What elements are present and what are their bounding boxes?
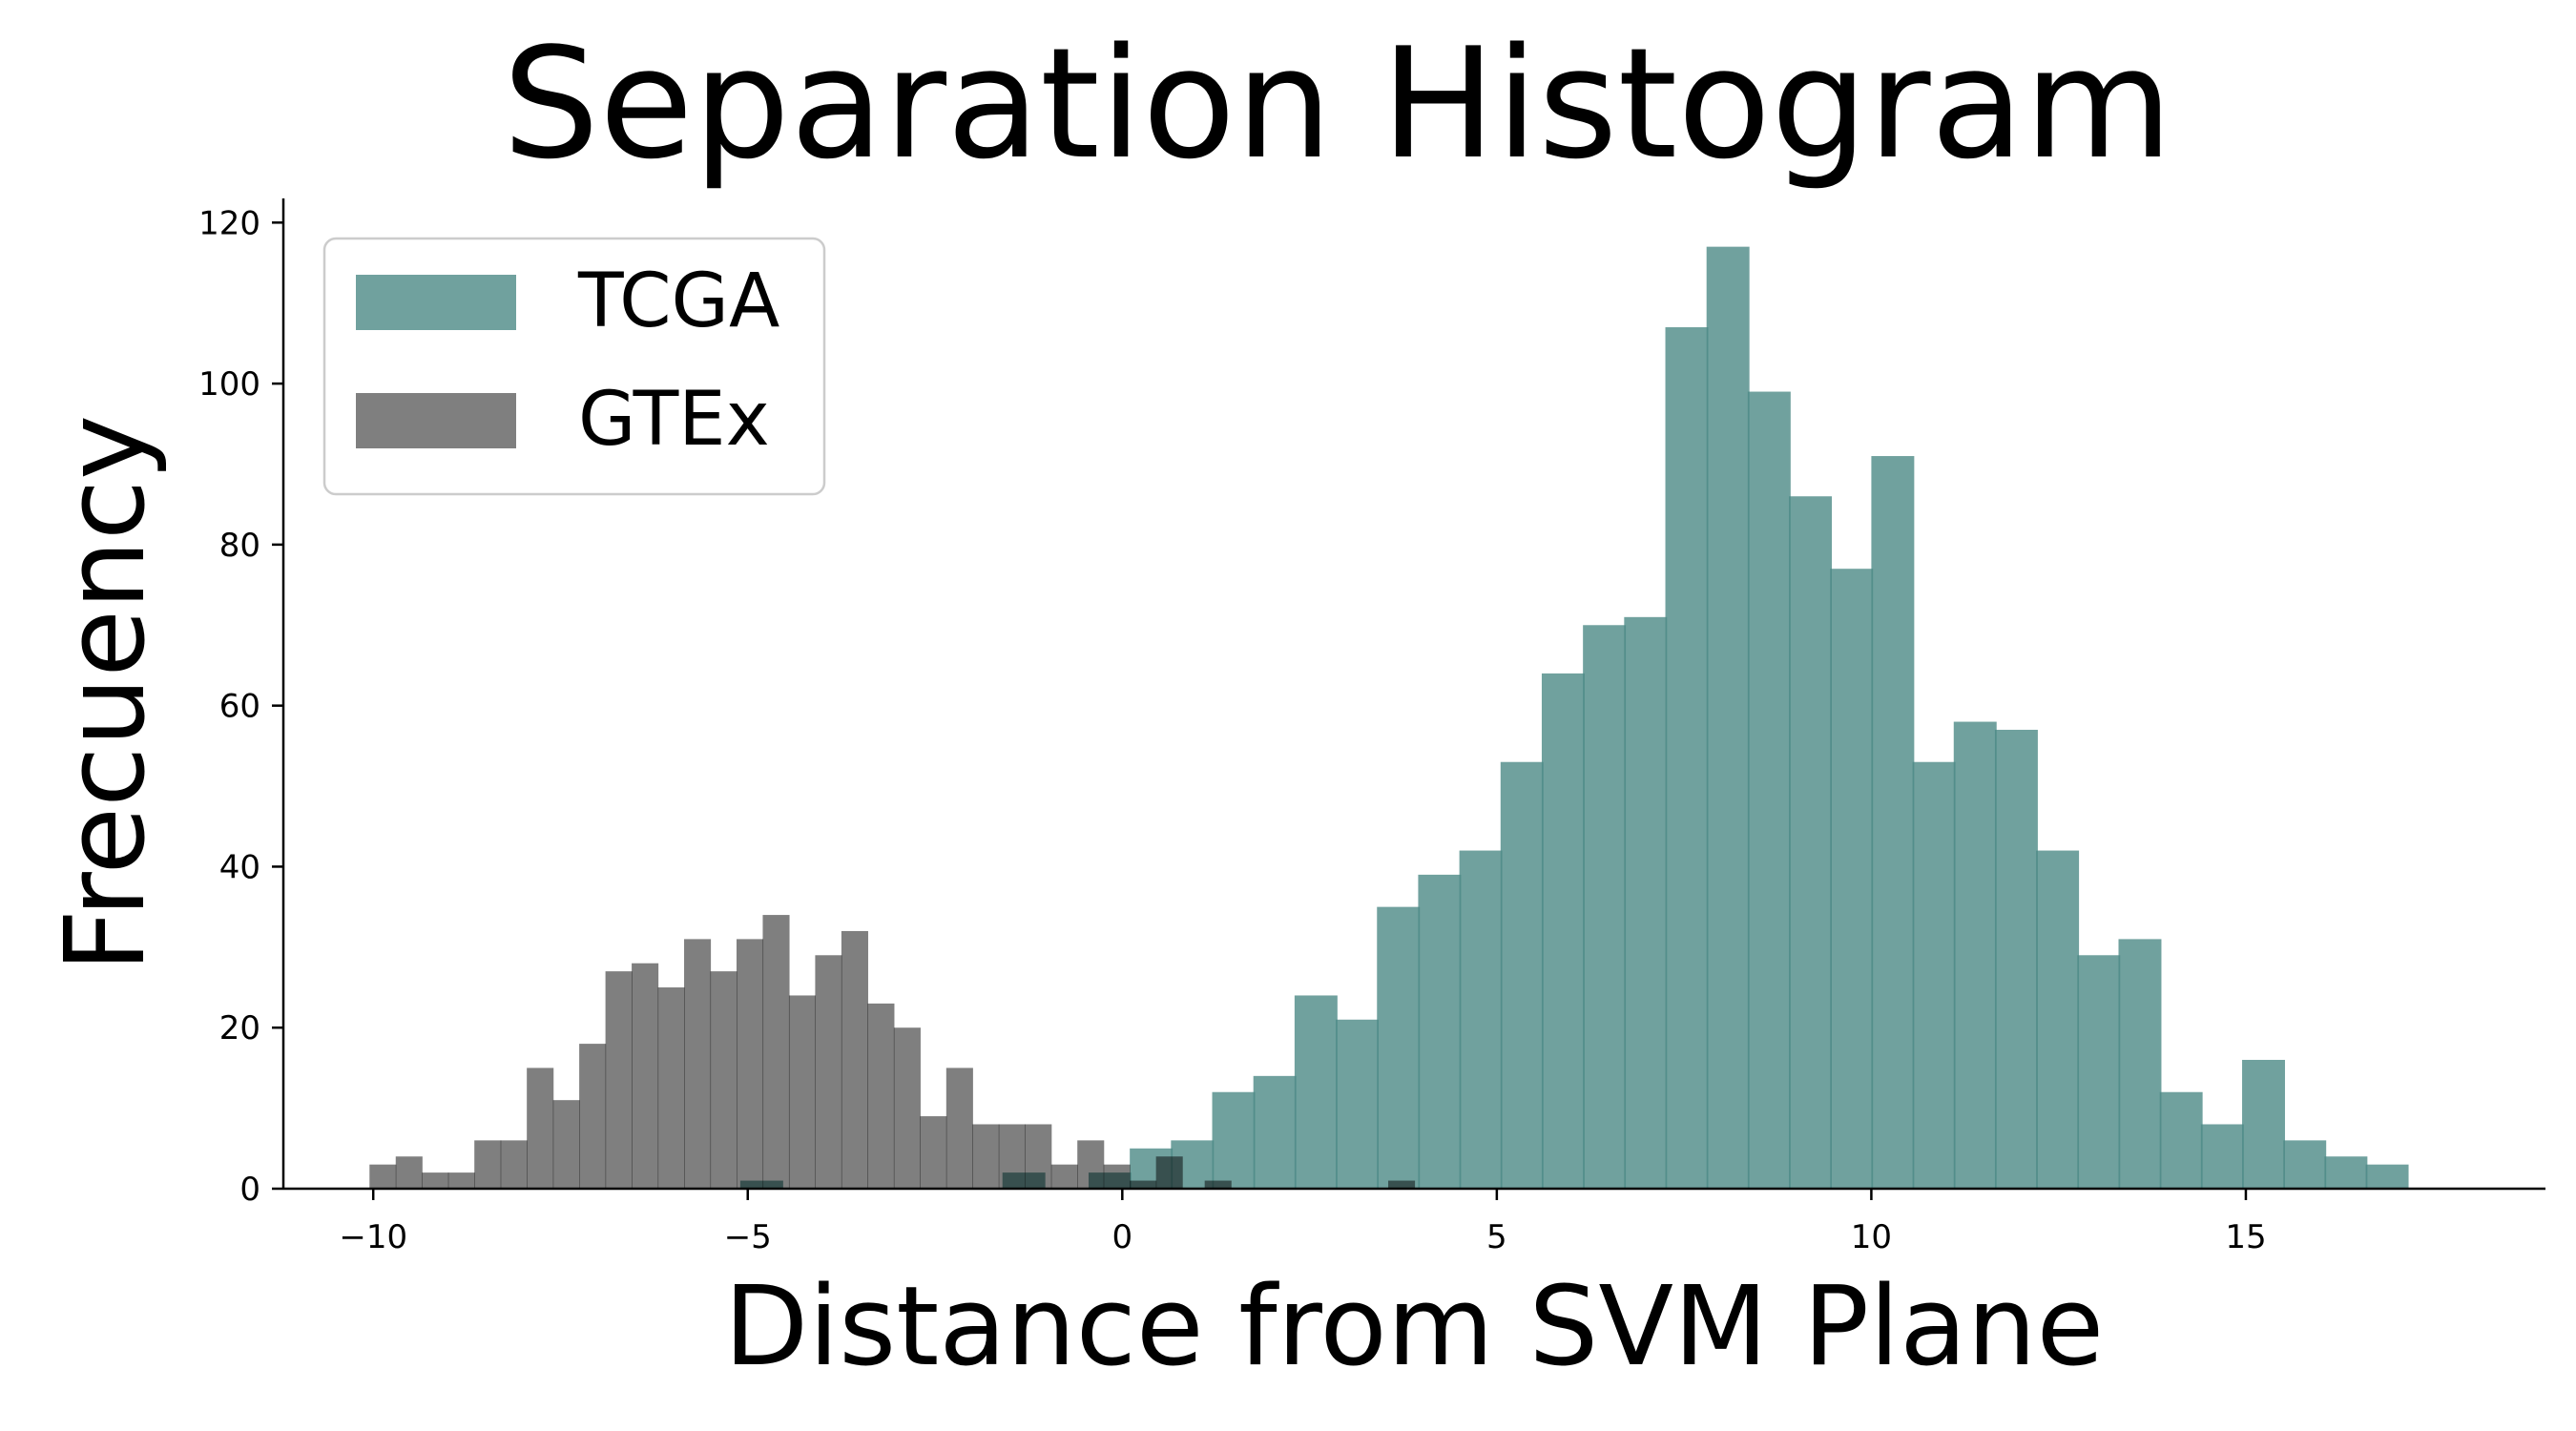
tcga-bar [1377, 906, 1421, 1189]
tcga-bar [1336, 1019, 1380, 1189]
tcga-bar [1418, 874, 1462, 1189]
y-tick-label: 40 [219, 848, 260, 886]
gtex-bar [527, 1068, 554, 1189]
x-tick-label: −5 [724, 1218, 772, 1256]
tcga-bar [2200, 1124, 2244, 1189]
tcga-bar [1912, 761, 1956, 1189]
y-tick-label: 60 [219, 688, 260, 726]
tcga-bars [739, 246, 2409, 1189]
tcga-bar [2324, 1156, 2368, 1189]
gtex-bar [422, 1172, 449, 1189]
gtex-bar [893, 1027, 921, 1189]
tcga-bar [1830, 569, 1874, 1189]
gtex-bar [788, 995, 817, 1189]
tcga-bar [1624, 616, 1668, 1189]
legend-swatch-tcga [356, 275, 516, 330]
y-tick-label: 20 [219, 1009, 260, 1047]
tcga-bar [1665, 327, 1709, 1189]
y-tick-label: 100 [198, 365, 260, 404]
tcga-bar [2242, 1059, 2285, 1189]
legend-label-gtex: GTEx [578, 377, 770, 463]
gtex-bar [1130, 1180, 1157, 1189]
gtex-bar [1025, 1124, 1052, 1189]
tcga-bar [2283, 1140, 2327, 1189]
y-tick-label: 0 [239, 1171, 260, 1209]
gtex-bar [684, 939, 712, 1189]
gtex-bar [657, 987, 685, 1189]
x-tick-label: −10 [339, 1218, 407, 1256]
legend-label-tcga: TCGA [577, 259, 779, 344]
tcga-bar [1459, 850, 1503, 1189]
tcga-bar [2159, 1091, 2203, 1189]
x-tick-label: 5 [1486, 1218, 1507, 1256]
tcga-bar [2036, 850, 2080, 1189]
gtex-bar [474, 1140, 502, 1189]
gtex-bars [369, 915, 1416, 1189]
gtex-bar [972, 1124, 1000, 1189]
tcga-bar [1500, 761, 1544, 1189]
tcga-bar [2365, 1164, 2409, 1189]
gtex-bar [867, 1003, 895, 1189]
tcga-bar [1747, 391, 1791, 1189]
gtex-bar [1155, 1156, 1183, 1189]
gtex-bar [815, 955, 842, 1189]
tcga-bar [1994, 729, 2038, 1189]
tcga-bar [1953, 721, 1997, 1189]
x-axis-label: Distance from SVM Plane [724, 1263, 2104, 1391]
y-axis-label: Frecuency [42, 415, 170, 972]
x-tick-label: 10 [1851, 1218, 1892, 1256]
legend-swatch-gtex [356, 393, 516, 448]
y-tick-label: 80 [219, 527, 260, 565]
x-ticks: −10 −5 0 5 10 15 [339, 1189, 2267, 1256]
tcga-bar [1871, 456, 1915, 1189]
gtex-bar [945, 1068, 973, 1189]
tcga-bar [2118, 939, 2162, 1189]
gtex-bar [1103, 1164, 1131, 1189]
gtex-bar [710, 971, 737, 1189]
gtex-bar [736, 939, 764, 1189]
tcga-bar [1253, 1075, 1297, 1189]
gtex-bar [1050, 1164, 1078, 1189]
tcga-bar [1541, 673, 1585, 1189]
tcga-bar [2077, 955, 2121, 1189]
tcga-bar [1212, 1091, 1256, 1189]
gtex-bar [841, 930, 868, 1189]
tcga-bar [1583, 625, 1627, 1189]
gtex-bar [447, 1172, 475, 1189]
gtex-bar [395, 1156, 423, 1189]
gtex-bar [998, 1124, 1026, 1189]
gtex-bar [500, 1140, 528, 1189]
gtex-bar [369, 1164, 397, 1189]
x-tick-label: 0 [1111, 1218, 1132, 1256]
gtex-bar [1077, 1140, 1105, 1189]
gtex-bar [632, 963, 659, 1189]
tcga-bar [1294, 995, 1338, 1189]
gtex-bar [605, 971, 633, 1189]
tcga-bar [1789, 496, 1833, 1189]
chart-title: Separation Histogram [503, 14, 2173, 193]
gtex-bar [1388, 1180, 1416, 1189]
gtex-bar [552, 1100, 580, 1189]
gtex-bar [762, 915, 790, 1189]
x-tick-label: 15 [2225, 1218, 2266, 1256]
y-ticks: 0 20 40 60 80 100 120 [198, 204, 283, 1209]
gtex-bar [579, 1044, 607, 1189]
gtex-bar [1204, 1180, 1232, 1189]
legend: TCGA GTEx [322, 237, 826, 496]
y-tick-label: 120 [198, 204, 260, 242]
gtex-bar [920, 1116, 947, 1189]
tcga-bar [1706, 246, 1750, 1189]
